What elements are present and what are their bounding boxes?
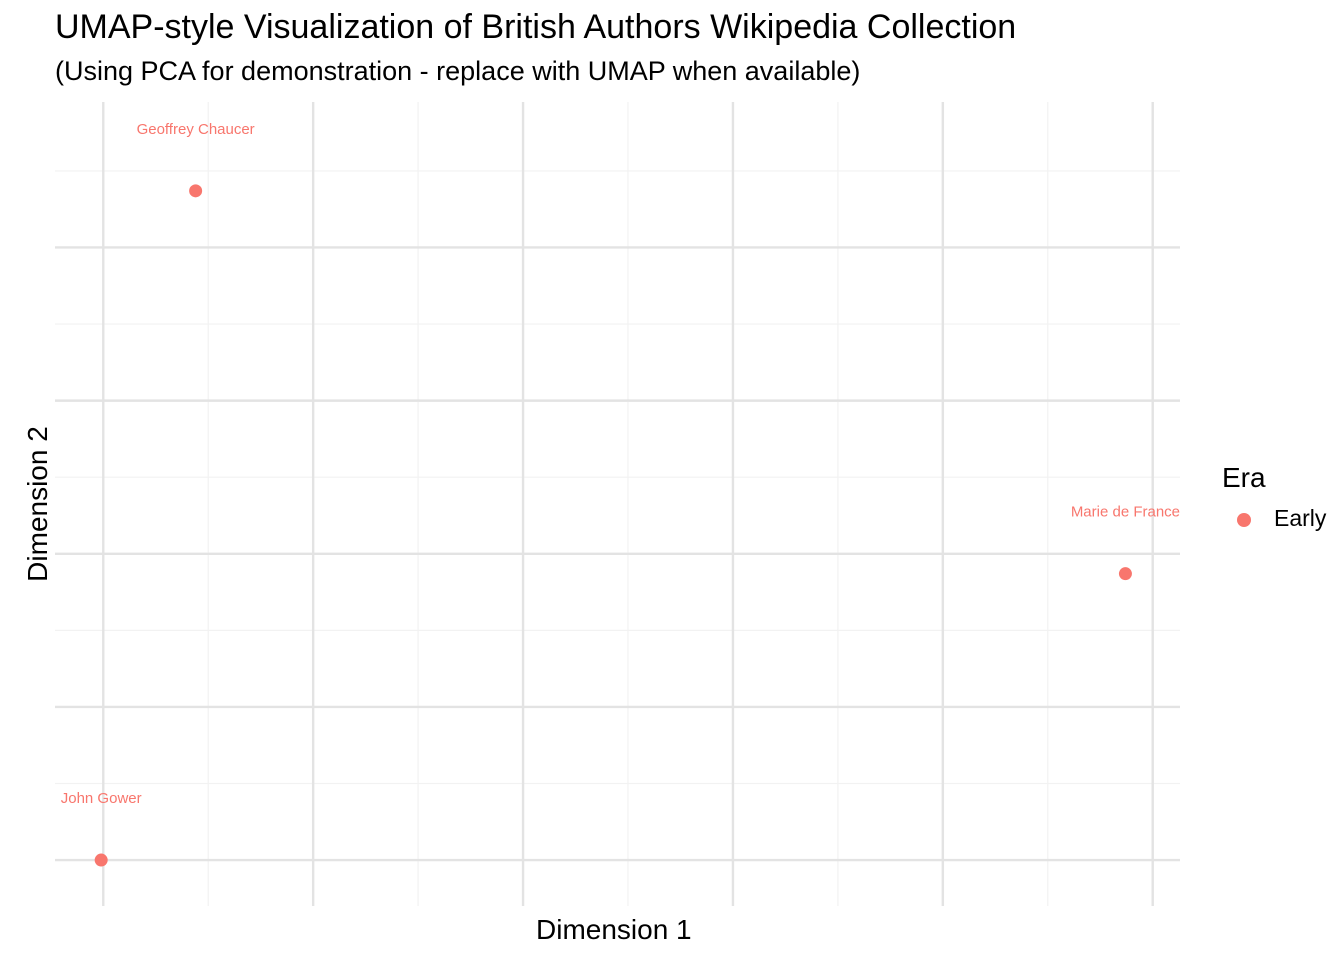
data-point [189,184,203,198]
point-label: Geoffrey Chaucer [137,121,255,138]
data-point [1118,567,1132,581]
chart-subtitle: (Using PCA for demonstration - replace w… [55,56,861,86]
chart-title: UMAP-style Visualization of British Auth… [55,8,1017,46]
point-label: John Gower [61,790,142,807]
x-axis-label: Dimension 1 [536,914,692,945]
data-points: Geoffrey Chaucer Marie de France John Gowe… [61,121,1180,867]
legend-key-early [1237,513,1251,527]
legend-title: Era [1222,462,1266,493]
point-label: Marie de France [1071,504,1180,521]
grid-lines [55,102,1180,906]
legend-label-early: Early [1274,505,1327,531]
y-axis-label: Dimension 2 [22,426,53,582]
data-point [94,853,108,867]
